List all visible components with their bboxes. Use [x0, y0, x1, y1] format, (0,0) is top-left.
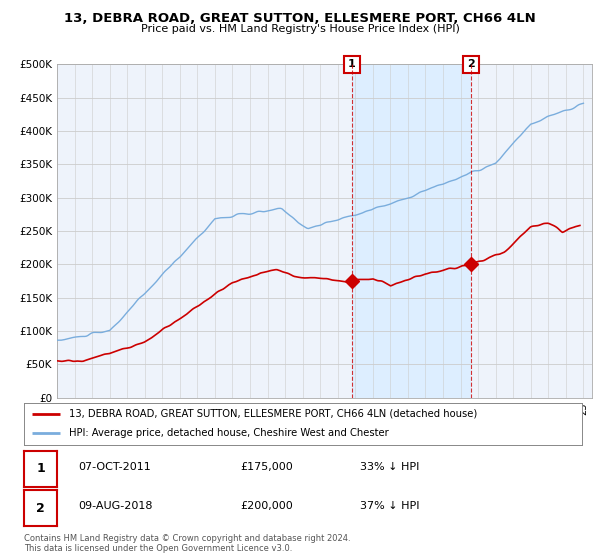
Text: 13, DEBRA ROAD, GREAT SUTTON, ELLESMERE PORT, CH66 4LN: 13, DEBRA ROAD, GREAT SUTTON, ELLESMERE … [64, 12, 536, 25]
Text: 2: 2 [467, 59, 475, 69]
Text: 07-OCT-2011: 07-OCT-2011 [78, 462, 151, 472]
Text: £175,000: £175,000 [240, 462, 293, 472]
Text: 1: 1 [348, 59, 356, 69]
Text: 09-AUG-2018: 09-AUG-2018 [78, 501, 152, 511]
Text: £200,000: £200,000 [240, 501, 293, 511]
Text: Price paid vs. HM Land Registry's House Price Index (HPI): Price paid vs. HM Land Registry's House … [140, 24, 460, 34]
Text: 2: 2 [36, 502, 45, 515]
Text: HPI: Average price, detached house, Cheshire West and Chester: HPI: Average price, detached house, Ches… [68, 428, 388, 438]
Text: 13, DEBRA ROAD, GREAT SUTTON, ELLESMERE PORT, CH66 4LN (detached house): 13, DEBRA ROAD, GREAT SUTTON, ELLESMERE … [68, 409, 477, 419]
Text: 37% ↓ HPI: 37% ↓ HPI [360, 501, 419, 511]
Bar [352, 64, 471, 398]
Text: 33% ↓ HPI: 33% ↓ HPI [360, 462, 419, 472]
Text: 1: 1 [36, 463, 45, 475]
Text: Contains HM Land Registry data © Crown copyright and database right 2024.
This d: Contains HM Land Registry data © Crown c… [24, 534, 350, 553]
